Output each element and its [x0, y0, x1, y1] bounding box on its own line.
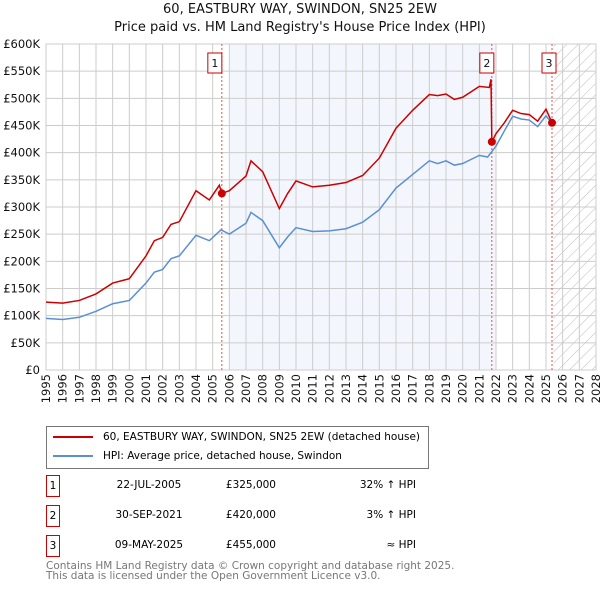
y-tick-label: £100K [3, 309, 40, 323]
x-tick-label: 2012 [322, 374, 336, 403]
legend-swatch-property [53, 436, 93, 438]
sale-date: 09-MAY-2025 [114, 539, 184, 551]
x-tick-label: 2017 [406, 374, 420, 403]
sale-point-3 [548, 118, 556, 127]
y-tick-label: £150K [3, 282, 40, 296]
x-tick-label: 2010 [289, 374, 303, 403]
plot-area: 1995 1996 1997 1998 1999 2000 2001 2002 2003 2004… [3, 37, 600, 403]
y-tick-label: £600K [3, 37, 40, 51]
chart-subtitle: Price paid vs. HM Land Registry's House … [114, 20, 486, 35]
x-tick-label: 2027 [572, 374, 586, 403]
sale-label-box-3 [541, 52, 557, 74]
y-tick-label: £550K [3, 64, 40, 78]
x-tick-label: 2013 [339, 374, 353, 403]
x-tick-label: 2002 [156, 374, 170, 403]
y-tick-label: £500K [3, 91, 40, 105]
x-tick-label: 2003 [172, 374, 186, 403]
x-tick-label: 2014 [356, 374, 370, 403]
sale-badge: 3 [46, 535, 60, 557]
x-tick-label: 2026 [556, 374, 570, 403]
x-tick-label: 1999 [106, 374, 120, 403]
x-tick-label: 2023 [506, 374, 520, 403]
y-tick-label: £200K [3, 254, 40, 268]
sale-row: 2 30-SEP-2021 £420,000 3% ↑ HPI [46, 505, 446, 527]
sale-badge: 1 [46, 475, 60, 497]
legend-label-property: 60, EASTBURY WAY, SWINDON, SN25 2EW (det… [103, 431, 421, 443]
y-tick-label: £50K [11, 336, 41, 350]
sale-label-1: 1 [211, 57, 218, 70]
legend-label-hpi: HPI: Average price, detached house, Swin… [103, 450, 342, 462]
x-tick-label: 1996 [56, 374, 70, 403]
x-tick-label: 2008 [256, 374, 270, 403]
x-tick-label: 2024 [522, 374, 536, 403]
sale-price: £325,000 [225, 479, 276, 491]
x-tick-label: 2011 [306, 374, 320, 403]
x-tick-label: 2009 [272, 374, 286, 403]
y-tick-label: £400K [3, 146, 40, 160]
footer-line-1: Contains HM Land Registry data © Crown c… [46, 560, 455, 572]
x-tick-label: 2022 [489, 374, 503, 403]
x-tick-label: 1997 [72, 374, 86, 403]
x-tick-label: 2020 [456, 374, 470, 403]
y-tick-label: £350K [3, 173, 40, 187]
x-tick-label: 1998 [89, 374, 103, 403]
sale-row: 1 22-JUL-2005 £325,000 32% ↑ HPI [46, 475, 446, 497]
y-tick-label: £300K [3, 200, 40, 214]
x-tick-label: 2007 [239, 374, 253, 403]
property-price-line [45, 79, 553, 304]
plot-border [45, 43, 597, 371]
x-tick-label: 2018 [422, 374, 436, 403]
x-tick-label: 2001 [139, 374, 153, 403]
y-tick-label: £250K [3, 227, 40, 241]
x-tick-label: 2015 [372, 374, 386, 403]
chart-title: 60, EASTBURY WAY, SWINDON, SN25 2EW [163, 2, 437, 17]
sale-date: 30-SEP-2021 [115, 509, 183, 521]
x-tick-label: 2016 [389, 374, 403, 403]
sale-label-box-1 [207, 52, 223, 74]
hpi-line [45, 114, 554, 321]
legend-swatch-hpi [53, 455, 93, 457]
x-tick-label: 2000 [122, 374, 136, 403]
sale-label-3: 3 [546, 57, 553, 70]
sale-price: £455,000 [225, 539, 276, 551]
sale-label-2: 2 [483, 57, 490, 70]
y-tick-label: £450K [3, 119, 40, 133]
sale-point-1 [217, 189, 226, 198]
sale-label-box-2 [479, 52, 495, 74]
x-tick-label: 1995 [39, 374, 53, 403]
legend: 60, EASTBURY WAY, SWINDON, SN25 2EW (det… [46, 426, 429, 469]
y-tick-label: £0 [25, 363, 40, 377]
sale-price: £420,000 [225, 509, 276, 521]
x-tick-label: 2025 [539, 374, 553, 403]
sale-badge: 2 [46, 505, 60, 527]
x-tick-label: 2005 [206, 374, 220, 403]
sale-date: 22-JUL-2005 [116, 479, 182, 491]
footer: Contains HM Land Registry data © Crown c… [46, 560, 455, 582]
x-tick-label: 2019 [439, 374, 453, 403]
sale-hpi-comparison: 3% ↑ HPI [366, 509, 416, 521]
sale-hpi-comparison: ≈ HPI [386, 539, 416, 551]
sale-row: 3 09-MAY-2025 £455,000 ≈ HPI [46, 535, 446, 557]
x-tick-label: 2006 [222, 374, 236, 403]
footer-line-2: This data is licensed under the Open Gov… [46, 570, 381, 582]
sale-hpi-comparison: 32% ↑ HPI [359, 479, 416, 491]
x-tick-label: 2021 [472, 374, 486, 403]
sale-point-2 [487, 137, 496, 146]
x-tick-label: 2004 [189, 374, 203, 403]
x-tick-label: 2028 [589, 374, 600, 403]
